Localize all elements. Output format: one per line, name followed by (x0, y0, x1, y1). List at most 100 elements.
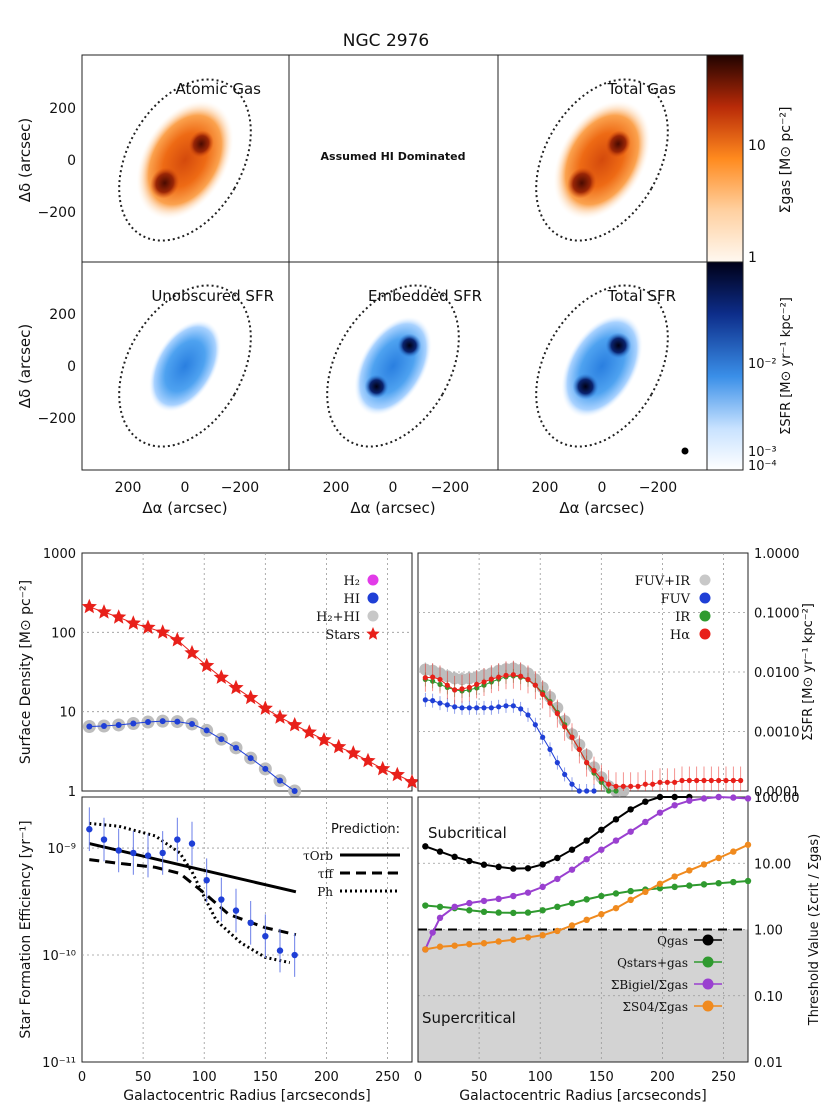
star-marker (81, 598, 97, 614)
series-marker (612, 890, 620, 897)
series-marker (444, 682, 450, 688)
hi-marker (218, 736, 225, 743)
map-xlabel: Δα (arcsec) (142, 499, 227, 517)
series-marker (474, 681, 480, 687)
series-marker (744, 795, 752, 802)
series-marker (562, 771, 568, 778)
ylabel: Surface Density [M⊙ pc⁻²] (18, 580, 34, 764)
series-marker (510, 672, 516, 678)
series-marker (540, 691, 546, 698)
observed-marker (247, 919, 254, 927)
series-marker (532, 682, 538, 688)
observed-marker (203, 877, 210, 884)
series-marker (730, 848, 737, 855)
series-marker (510, 892, 517, 900)
xtick-label: 200 (314, 1070, 339, 1085)
series-marker (583, 916, 590, 924)
series-marker (525, 712, 531, 718)
star-marker (404, 774, 420, 789)
series-marker (716, 777, 722, 784)
map-xtick: 200 (532, 480, 559, 496)
series-marker (671, 793, 678, 801)
series-marker (642, 818, 649, 826)
series-marker (481, 705, 487, 711)
hi-marker (145, 719, 151, 726)
series-marker (496, 704, 502, 710)
star-marker (375, 760, 391, 776)
series-marker (539, 907, 546, 914)
series-marker (495, 909, 502, 916)
figure-title: NGC 2976 (343, 31, 429, 51)
star-marker (345, 745, 361, 760)
series-marker (466, 940, 473, 948)
xtick-label: 250 (711, 1070, 736, 1085)
series-marker (540, 734, 546, 740)
hi-marker (203, 727, 210, 734)
series-marker (700, 881, 708, 888)
series-marker (488, 676, 494, 682)
series-marker (715, 793, 722, 801)
series-marker (554, 760, 560, 766)
star-marker (360, 752, 376, 768)
series-marker (598, 892, 605, 900)
prediction-line (89, 821, 291, 965)
star-marker (243, 689, 259, 705)
series-marker (524, 865, 532, 872)
legend-marker (367, 592, 379, 604)
panel-label-total-sfr: Total SFR (607, 287, 676, 305)
xtick-label: 50 (135, 1070, 152, 1085)
series-marker (495, 863, 502, 871)
series-marker (466, 857, 473, 865)
observed-marker (86, 826, 93, 833)
series-marker (532, 722, 538, 728)
ytick-label: 10 (59, 706, 76, 721)
xtick-label: 150 (253, 1070, 278, 1085)
observed-marker (100, 836, 108, 843)
legend-marker (699, 574, 711, 586)
observed-marker (262, 932, 269, 940)
beam-marker (681, 447, 689, 455)
legend-label: τOrb (303, 849, 333, 863)
map-ytick: 200 (49, 307, 76, 323)
series-marker (496, 674, 502, 680)
series-marker (568, 922, 576, 929)
series-marker (598, 826, 605, 833)
series-marker (524, 909, 532, 916)
series-marker (436, 903, 444, 911)
star-marker (287, 717, 303, 732)
series-marker (694, 777, 700, 784)
series-marker (539, 932, 546, 939)
legend-label: Hα (670, 628, 690, 643)
xtick-label: 100 (192, 1070, 217, 1085)
ytick-label: 10.00 (754, 857, 791, 872)
series-marker (547, 746, 553, 753)
map-xtick: −200 (639, 480, 677, 496)
series-marker (598, 846, 605, 853)
series-marker (481, 679, 487, 685)
series-marker (503, 703, 509, 709)
series-marker (437, 676, 443, 683)
series-marker (584, 788, 590, 794)
legend-label: Qgas (657, 934, 688, 948)
series-marker (686, 867, 693, 874)
xlabel: Galactocentric Radius [arcseconds] (123, 1088, 370, 1104)
star-marker (301, 724, 317, 739)
map-ytick: 0 (67, 359, 76, 375)
star-marker (169, 632, 185, 647)
annotation-subcritical: Subcritical (428, 824, 507, 842)
series-marker (488, 705, 494, 711)
legend-marker (702, 934, 714, 946)
series-marker (671, 873, 678, 880)
panel-sfr-density: 1.0000 0.1000 0.0100 0.0010 0.0001 ΣSFR [M⊙ y… (417, 547, 816, 800)
series-marker (452, 704, 458, 710)
series-marker (656, 809, 664, 816)
gas-colorbar-tick: 1 (748, 250, 757, 266)
series-marker (715, 879, 722, 887)
series-marker (518, 706, 524, 712)
series-marker (480, 940, 488, 947)
panel-label-unobscured-sfr: Unobscured SFR (151, 287, 274, 305)
gas-colorbar-label: Σgas [M⊙ pc⁻²] (778, 107, 794, 214)
hi-marker (174, 718, 181, 725)
series-marker (612, 904, 620, 912)
